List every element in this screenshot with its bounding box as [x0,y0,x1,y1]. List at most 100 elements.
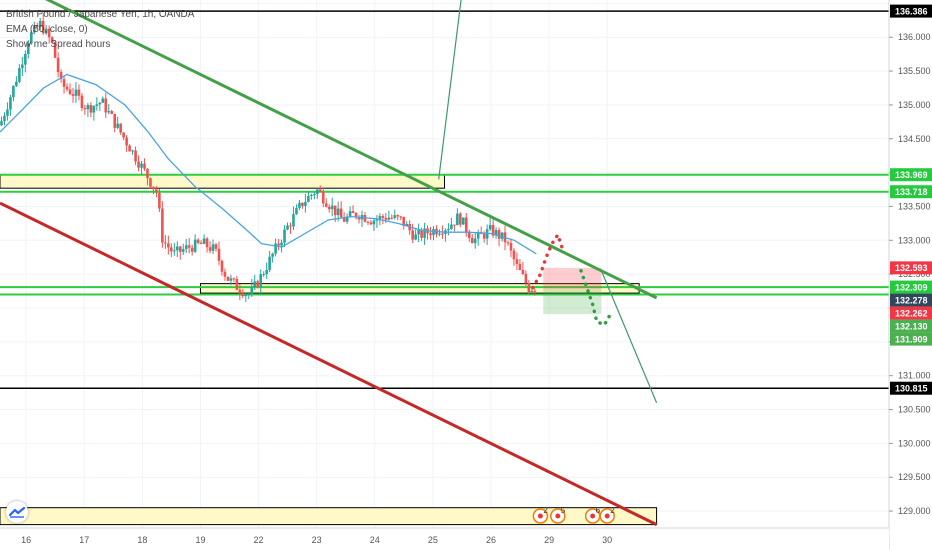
price-tag: 132.593 [890,261,932,275]
candle-body [217,248,221,261]
candle [414,228,417,241]
candle-body [59,72,63,80]
candle [220,259,224,276]
candle [27,40,30,59]
economic-event-icon[interactable]: 2 [599,506,615,524]
price-tag: 132.130 [890,319,932,333]
candle [250,279,254,298]
candle-body [172,250,176,252]
candle-body [301,202,304,206]
candle-body [497,230,501,239]
candle-body [369,222,373,225]
candle [354,212,358,220]
support-resistance-zone [0,174,445,189]
economic-event-icon[interactable]: 5 [550,506,566,524]
candle [47,25,51,44]
tradingview-logo-icon[interactable] [6,501,28,523]
candle [488,217,492,232]
candle-body [405,223,408,226]
candle-body [268,256,271,270]
price-tick-label: 135.000 [898,100,931,110]
candle [280,239,283,253]
candle-body [77,89,81,96]
price-tag: 133.969 [890,168,932,182]
price-tag: 132.278 [890,293,932,307]
price-tag-label: 131.909 [895,334,928,344]
candle [167,235,170,255]
candle [190,244,194,256]
stop-loss-box [543,267,602,290]
candle-body [244,293,248,297]
candle-body [205,238,209,248]
candle [131,149,134,155]
candle-body [137,161,140,168]
candle-body [321,191,325,204]
symbol-title[interactable]: British Pound / Japanese Yen, 1h, OANDA [6,9,195,20]
time-tick-label: 24 [370,535,380,545]
candle [24,50,27,73]
time-tick-label: 23 [312,535,322,545]
candle [226,276,230,282]
candle-body [414,234,417,240]
candle-body [530,290,534,292]
candle [32,21,36,35]
candle [509,238,513,258]
ema-indicator-label[interactable]: EMA (50, close, 0) [6,24,88,35]
price-tag-label: 133.969 [895,170,928,180]
trendline-green [44,0,658,300]
candle-body [24,54,27,65]
price-tag: 132.262 [890,306,932,320]
candle [426,225,429,240]
candle [104,92,108,119]
candle [18,64,21,84]
spread-hours-label[interactable]: Show me Spread hours [6,39,111,50]
candle [289,222,292,234]
price-tag: 130.815 [890,381,932,395]
candle-body [134,150,137,162]
candle-body [462,217,465,225]
price-tick-label: 130.500 [898,405,931,415]
candle [68,83,72,96]
candle [390,214,394,220]
candle [476,229,480,246]
candle-body [250,286,254,294]
candle [74,82,78,103]
candle [65,83,69,92]
price-tick-label: 134.500 [898,134,931,144]
candle [310,193,313,200]
candle-body [35,25,39,28]
time-tick-label: 17 [79,535,89,545]
event-dot [604,513,610,519]
candle-body [122,132,125,138]
candle-body [292,214,295,227]
candle-body [327,206,331,210]
candle-body [71,94,75,96]
candle-body [113,113,117,128]
candle-body [506,242,510,244]
economic-event-icon[interactable]: 2 [532,506,548,524]
candle [128,144,131,152]
candle-body [15,81,18,86]
candle [137,155,140,172]
candle-body [41,20,45,34]
candle-body [3,115,6,122]
candle [530,289,534,294]
time-tick-label: 25 [428,535,438,545]
candle-body [274,243,277,254]
candle-body [6,109,9,116]
candle [244,292,248,303]
candle [268,250,271,273]
candle-body [402,216,406,226]
price-tick-label: 131.000 [898,371,931,381]
candle-body [333,205,337,216]
candle [35,22,39,29]
candle [357,214,361,224]
candle [372,218,376,231]
candle-body [12,85,15,98]
price-tag-bg [890,280,932,294]
candle-body [38,20,42,28]
candle-body [29,32,33,44]
candle-body [283,229,286,243]
